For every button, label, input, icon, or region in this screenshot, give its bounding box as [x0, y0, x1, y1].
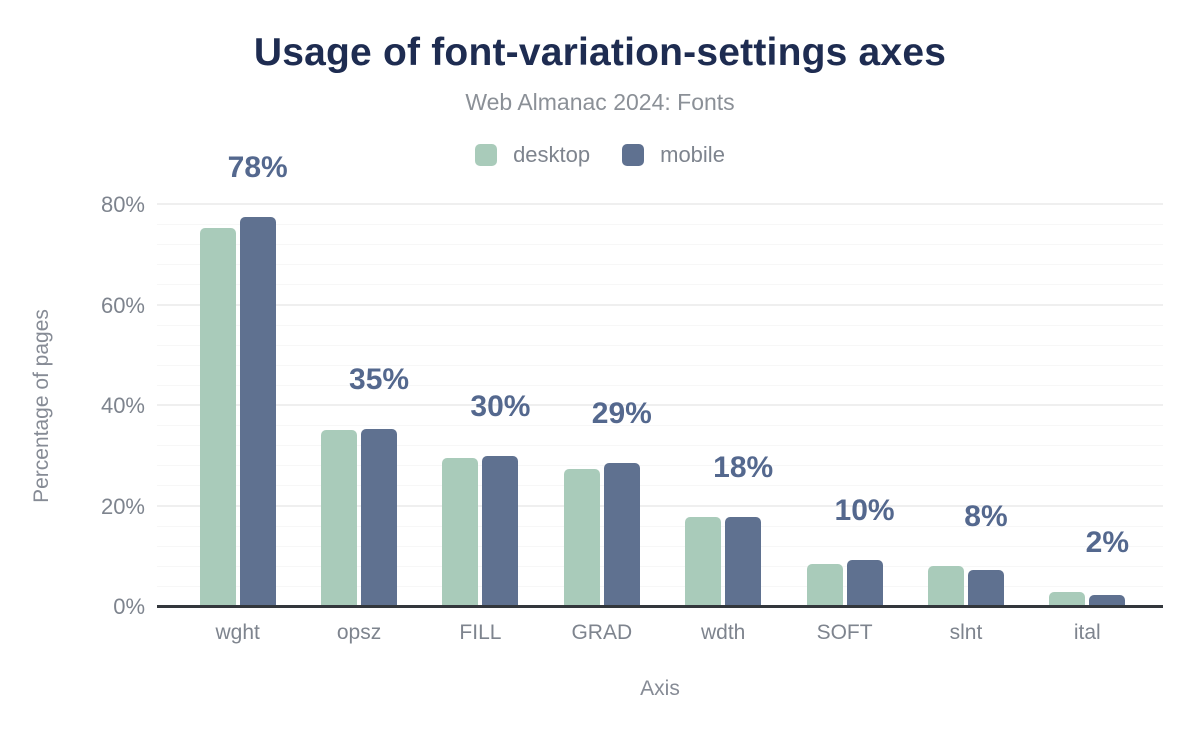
x-tick-label-GRAD: GRAD: [571, 621, 633, 644]
x-tick-label-FILL: FILL: [459, 621, 502, 644]
gridline-minor: [157, 525, 1163, 527]
x-axis-title: Axis: [640, 677, 680, 700]
gridline-major: [157, 303, 1163, 306]
bar-desktop-GRAD: [563, 468, 600, 607]
y-axis-title: Percentage of pages: [30, 309, 53, 503]
bar-value-label-wght: 78%: [227, 151, 288, 185]
legend-label-desktop: desktop: [513, 142, 591, 167]
y-tick-label: 80%: [100, 192, 145, 217]
chart-title: Usage of font-variation-settings axes: [253, 31, 947, 74]
bar-desktop-SOFT: [806, 563, 843, 607]
gridline-major: [157, 404, 1163, 406]
bar-desktop-ital: [1049, 591, 1086, 607]
bar-value-label-opsz: 35%: [349, 363, 410, 397]
gridline-minor: [157, 244, 1163, 246]
bar-value-label-GRAD: 29%: [591, 397, 652, 431]
x-tick-label-opsz: opsz: [336, 621, 382, 644]
x-axis-line: [157, 605, 1163, 608]
bar-mobile-SOFT: [846, 559, 883, 607]
legend-item-desktop: desktop: [475, 142, 590, 168]
x-tick-label-SOFT: SOFT: [816, 621, 873, 644]
gridline-minor: [157, 324, 1163, 326]
chart-subtitle: Web Almanac 2024: Fonts: [465, 89, 735, 115]
gridline-minor: [157, 344, 1163, 346]
gridline-minor: [157, 224, 1163, 226]
legend-item-mobile: mobile: [622, 142, 725, 168]
bar-value-label-SOFT: 10%: [834, 493, 895, 527]
desktop-swatch-icon: [475, 144, 498, 166]
gridline-minor: [157, 465, 1163, 467]
gridline-minor: [157, 585, 1163, 587]
gridline-major: [157, 203, 1163, 205]
gridline-minor: [157, 565, 1163, 567]
y-tick-label: 60%: [100, 292, 145, 318]
x-tick-label-slnt: slnt: [949, 621, 983, 644]
bar-mobile-FILL: [482, 455, 519, 607]
y-tick-label: 0%: [113, 594, 145, 619]
gridline-minor: [157, 264, 1163, 266]
gridline-minor: [157, 485, 1163, 487]
bar-desktop-wght: [199, 228, 236, 607]
bar-mobile-wdth: [725, 516, 762, 607]
bar-value-label-wdth: 18%: [713, 450, 774, 484]
bar-value-label-FILL: 30%: [470, 389, 531, 423]
bar-mobile-GRAD: [603, 463, 640, 607]
x-tick-label-wght: wght: [215, 621, 260, 644]
gridline-minor: [157, 364, 1163, 366]
gridline-minor: [157, 545, 1163, 547]
bar-desktop-opsz: [321, 430, 358, 607]
legend-label-mobile: mobile: [660, 142, 725, 167]
x-tick-label-wdth: wdth: [701, 621, 746, 644]
bar-desktop-slnt: [927, 565, 964, 607]
y-tick-label: 40%: [100, 393, 145, 418]
gridline-minor: [157, 445, 1163, 447]
x-tick-label-ital: ital: [1073, 621, 1101, 644]
bar-mobile-opsz: [361, 429, 398, 607]
gridline-minor: [157, 425, 1163, 427]
bar-mobile-slnt: [967, 570, 1004, 607]
bar-desktop-wdth: [685, 517, 722, 607]
chart-legend: desktop mobile: [0, 142, 1200, 168]
bar-value-label-ital: 2%: [1085, 525, 1129, 559]
gridline-major: [157, 504, 1163, 507]
y-tick-label: 20%: [100, 493, 145, 519]
mobile-swatch-icon: [622, 144, 645, 166]
bar-value-label-slnt: 8%: [964, 499, 1008, 533]
gridline-minor: [157, 384, 1163, 386]
gridline-minor: [157, 284, 1163, 286]
bar-mobile-ital: [1089, 595, 1126, 607]
bar-mobile-wght: [239, 217, 276, 607]
bar-desktop-FILL: [442, 457, 479, 607]
plot-area: 78% 35% 30% 29% 18% 10% 8% 2% 0% 20% 40% 60% 80% wg…: [101, 153, 1163, 700]
